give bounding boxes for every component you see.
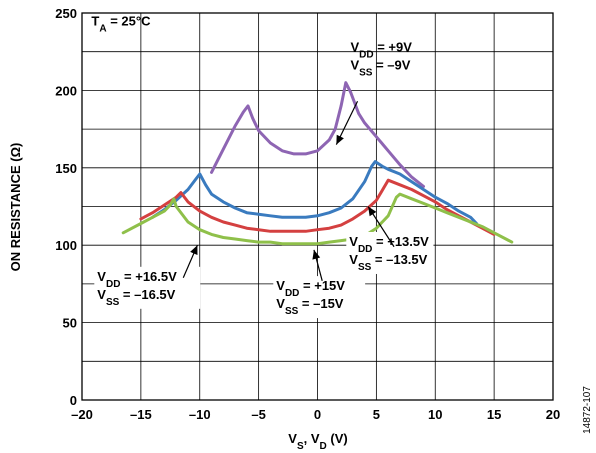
annotation-background — [273, 276, 366, 319]
annotation-text: VDD = +9V — [350, 40, 412, 61]
x-tick-labels: –20 –15 –10 –5 0 5 10 15 20 — [71, 407, 560, 422]
annotation-background — [346, 231, 434, 274]
series-line-vdd9 — [210, 81, 425, 188]
x-tick-label: 15 — [487, 407, 501, 422]
annotation-text: VSS = –16.5V — [97, 287, 175, 308]
series-line-vdd165 — [121, 192, 514, 246]
annotation-background — [94, 266, 201, 309]
y-tick-label: 50 — [63, 316, 77, 331]
y-axis-title: ON RESISTANCE (Ω) — [8, 143, 23, 272]
annotation-text: VSS = –9V — [350, 58, 410, 79]
x-tick-label: 5 — [373, 407, 380, 422]
x-axis-title: VS, VD (V) — [288, 431, 347, 452]
y-tick-label: 150 — [55, 161, 77, 176]
x-tick-label: 10 — [428, 407, 442, 422]
y-tick-labels: 0 50 100 150 200 250 — [55, 6, 77, 408]
arrow-head — [336, 134, 344, 145]
y-tick-label: 0 — [70, 393, 77, 408]
arrow-head — [190, 245, 198, 256]
data-series — [121, 81, 514, 246]
annotation-text: TA = 25°C — [91, 13, 151, 34]
x-tick-label: –10 — [189, 407, 211, 422]
figure-code: 14872-107 — [582, 386, 593, 434]
series-line-vdd135 — [151, 160, 478, 225]
annotation-text: VSS = –13.5V — [349, 252, 427, 273]
x-tick-label: –5 — [251, 407, 265, 422]
series-line-vdd15 — [139, 178, 496, 236]
y-tick-label: 100 — [55, 238, 77, 253]
x-tick-label: 20 — [546, 407, 560, 422]
annotation-text: VSS = –15V — [276, 296, 344, 317]
y-tick-label: 250 — [55, 6, 77, 21]
annotation-text: VDD = +13.5V — [349, 234, 429, 255]
arrow-head — [312, 249, 321, 260]
annotation-text: VDD = +15V — [276, 278, 345, 299]
annotation-ta: TA = 25°C — [91, 13, 151, 34]
plot-frame — [81, 12, 554, 401]
x-tick-label: –20 — [71, 407, 93, 422]
arrow-head — [368, 206, 377, 217]
annotation-text: VDD = +16.5V — [97, 269, 177, 290]
x-tick-label: 0 — [314, 407, 321, 422]
x-tick-label: –15 — [130, 407, 152, 422]
y-tick-label: 200 — [55, 83, 77, 98]
